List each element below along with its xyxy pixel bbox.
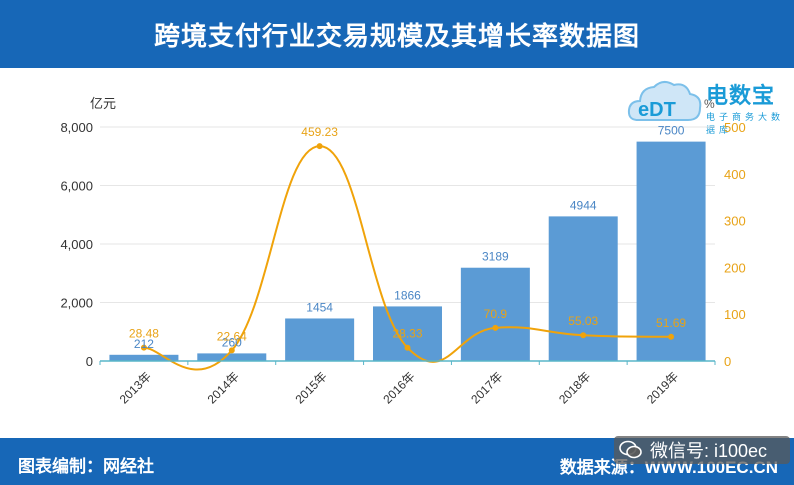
page-title: 跨境支付行业交易规模及其增长率数据图 (153, 20, 640, 51)
right-axis-unit: % (704, 97, 715, 111)
wechat-watermark: 微信号: i100ec (614, 436, 790, 464)
line-point (316, 143, 323, 150)
line-value-label: 51.69 (656, 316, 686, 330)
right-tick-label: 500 (724, 120, 746, 135)
bar (197, 353, 267, 361)
category-label: 2014年 (205, 369, 242, 406)
data-labels: 212 260 1454 1866 3189 4944 7500 28.48 22.64 459.… (129, 124, 686, 351)
line-value-label: 459.23 (301, 125, 338, 139)
right-tick-label: 100 (724, 307, 746, 322)
bar-value-label: 7500 (658, 124, 685, 138)
bar (636, 141, 706, 361)
footer-credit: 图表编制：网经社 (18, 457, 154, 476)
bar (109, 354, 179, 361)
right-tick-label: 400 (724, 167, 746, 182)
bar-value-label: 4944 (570, 198, 597, 212)
right-tick-label: 0 (724, 354, 731, 369)
bar (460, 267, 530, 361)
left-tick-label: 0 (86, 354, 93, 369)
line-value-label: 28.48 (129, 327, 159, 341)
line-point (140, 344, 147, 351)
line-point (668, 333, 675, 340)
left-tick-label: 8,000 (60, 120, 93, 135)
wechat-icon (619, 440, 642, 459)
bar-value-label: 212 (134, 337, 154, 351)
line-value-label: 55.03 (568, 314, 598, 328)
category-label: 2019年 (644, 369, 681, 406)
line-point (492, 324, 499, 331)
bar-value-label: 3189 (482, 250, 509, 264)
chart: 212 260 1454 1866 3189 4944 7500 28.48 22.64 459.… (60, 96, 746, 406)
line-point (580, 332, 587, 339)
line-value-label: 28.33 (392, 327, 422, 341)
logo-subtitle: 电子商务大数据库 (706, 112, 785, 135)
left-axis-unit: 亿元 (90, 96, 116, 111)
line-value-label: 22.64 (217, 329, 247, 343)
cloud-logo-icon: eDT (627, 81, 702, 121)
category-label: 2013年 (117, 369, 154, 406)
line-point (404, 344, 411, 351)
line-series (140, 143, 675, 371)
right-tick-label: 200 (724, 260, 746, 275)
line-value-label: 70.9 (484, 307, 508, 321)
bar-value-label: 1454 (306, 300, 333, 314)
bar (373, 306, 442, 361)
left-tick-label: 2,000 (60, 296, 93, 311)
svg-text:eDT: eDT (638, 99, 676, 121)
left-tick-label: 4,000 (60, 237, 93, 252)
right-tick-label: 300 (724, 214, 746, 229)
bar-value-label: 1866 (394, 288, 421, 302)
category-label: 2016年 (380, 369, 417, 406)
category-label: 2015年 (292, 369, 329, 406)
bar (285, 318, 355, 361)
logo: eDT 电数宝 电子商务大数据库 (626, 72, 794, 135)
category-label: 2018年 (556, 369, 593, 406)
left-tick-label: 6,000 (60, 179, 93, 194)
bar (548, 216, 618, 361)
category-label: 2017年 (468, 369, 505, 406)
grid-lines (100, 126, 715, 303)
bar-value-label: 260 (222, 335, 242, 349)
wechat-id: 微信号: i100ec (650, 441, 768, 461)
logo-brand: 电数宝 (706, 83, 776, 108)
header-banner: 跨境支付行业交易规模及其增长率数据图 (0, 0, 794, 68)
line-point (228, 347, 235, 354)
